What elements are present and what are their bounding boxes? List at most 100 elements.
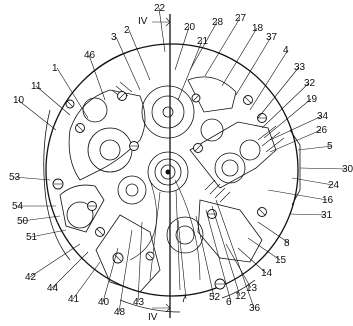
screw-icon: [95, 227, 105, 237]
screw-icon: [145, 251, 155, 261]
leader-line-21: [177, 40, 203, 101]
part-label-18: 18: [252, 23, 264, 34]
part-label-10: 10: [13, 95, 25, 106]
leader-line-53: [13, 176, 51, 181]
screw-icon: [75, 123, 85, 133]
leader-line-34: [269, 115, 323, 141]
part-label-43: 43: [133, 297, 145, 308]
part-label-30: 30: [342, 164, 353, 175]
leader-line-3: [115, 36, 141, 91]
part-label-53: 53: [9, 172, 21, 183]
part-label-36: 36: [249, 303, 261, 314]
part-label-12: 12: [235, 291, 247, 302]
screw-icon: [87, 201, 97, 211]
screws: [52, 91, 267, 290]
part-label-24: 24: [328, 180, 340, 191]
leader-line-26: [269, 129, 322, 153]
leader-line-11: [35, 85, 71, 116]
leader-line-1: [56, 67, 89, 119]
leader-line-7: [177, 219, 187, 300]
part-label-41: 41: [68, 294, 80, 305]
screw-icon: [117, 91, 127, 101]
leader-line-33: [257, 66, 300, 119]
section-marker-bottom: IV: [148, 312, 158, 323]
part-label-3: 3: [111, 32, 117, 43]
part-label-40: 40: [98, 297, 110, 308]
screw-icon: [193, 143, 203, 153]
movement-outline: [43, 43, 301, 313]
part-label-28: 28: [212, 17, 224, 28]
part-label-27: 27: [235, 13, 247, 24]
leader-line-12: [211, 205, 241, 297]
leader-line-41: [72, 261, 101, 300]
leader-line-18: [221, 27, 258, 87]
leader-line-20: [174, 26, 190, 71]
part-label-14: 14: [261, 268, 273, 279]
part-label-31: 31: [321, 210, 333, 221]
part-label-11: 11: [31, 81, 42, 92]
screw-icon: [191, 93, 201, 103]
leader-line-46: [88, 54, 106, 101]
part-label-33: 33: [294, 62, 306, 73]
section-line: [152, 14, 171, 318]
screw-icon: [214, 278, 226, 290]
part-label-2: 2: [124, 25, 130, 36]
part-label-37: 37: [266, 32, 278, 43]
leader-line-42: [29, 243, 81, 278]
screw-icon: [65, 99, 75, 109]
part-label-32: 32: [304, 78, 316, 89]
leader-line-10: [17, 99, 57, 131]
screw-icon: [257, 113, 267, 123]
leader-line-14: [237, 247, 267, 274]
leader-line-4: [249, 49, 289, 111]
part-label-13: 13: [246, 283, 258, 294]
leader-line-40: [102, 247, 119, 303]
leader-line-2: [128, 29, 151, 81]
leader-line-52: [195, 215, 215, 298]
part-label-7: 7: [181, 294, 187, 305]
part-label-19: 19: [306, 94, 318, 105]
part-label-22: 22: [154, 3, 166, 14]
part-label-48: 48: [114, 307, 126, 318]
part-label-46: 46: [84, 50, 96, 61]
leader-line-31: [289, 213, 327, 216]
leader-line-24: [291, 177, 334, 186]
leader-line-51: [30, 229, 67, 238]
part-label-4: 4: [283, 45, 289, 56]
part-label-16: 16: [322, 195, 334, 206]
part-label-8: 8: [284, 238, 290, 249]
part-label-42: 42: [25, 272, 37, 283]
leader-line-13: [225, 243, 252, 289]
part-label-6: 6: [226, 297, 232, 308]
leader-line-8: [257, 221, 290, 244]
leader-line-50: [21, 215, 61, 222]
screw-icon: [207, 209, 217, 219]
screw-icon: [112, 252, 124, 264]
part-label-54: 54: [12, 201, 24, 212]
section-marker-top: IV: [138, 16, 148, 27]
leader-line-37: [235, 36, 272, 96]
part-label-20: 20: [184, 22, 196, 33]
leader-line-36: [215, 199, 255, 309]
part-label-5: 5: [327, 141, 333, 152]
screw-icon: [129, 141, 139, 151]
leader-line-16: [267, 189, 328, 201]
leader-line-19: [263, 98, 312, 139]
part-label-50: 50: [17, 216, 29, 227]
leader-line-44: [51, 251, 89, 289]
part-label-44: 44: [47, 283, 59, 294]
leader-lines: [13, 7, 348, 313]
part-label-51: 51: [26, 232, 38, 243]
part-label-34: 34: [317, 111, 329, 122]
leader-line-48: [118, 229, 133, 313]
part-label-26: 26: [316, 125, 328, 136]
leader-line-28: [189, 21, 218, 71]
leader-line-22: [158, 7, 166, 53]
leader-line-30: [299, 167, 348, 170]
part-label-1: 1: [52, 63, 58, 74]
screw-icon: [52, 178, 64, 190]
leader-line-5: [297, 145, 333, 151]
